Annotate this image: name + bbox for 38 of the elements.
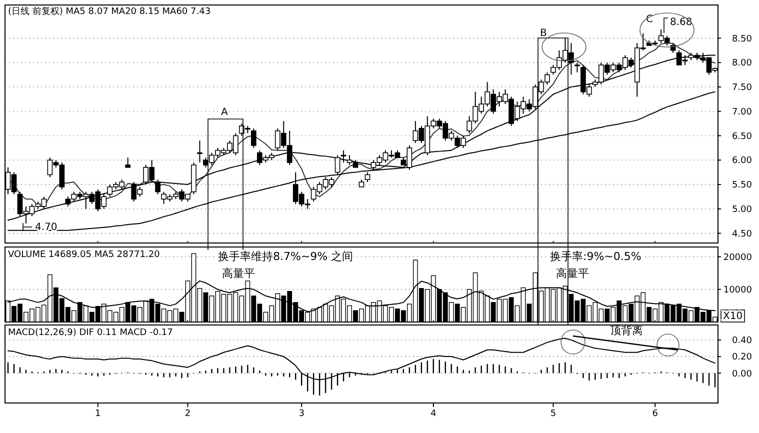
y-tick-label: 0.00 [732, 369, 752, 380]
y-tick-label: 0.40 [732, 336, 752, 346]
x-tick-label: 3 [298, 409, 304, 419]
candlestick [155, 179, 160, 195]
annotation: A [221, 107, 228, 118]
y-tick-label: 8.00 [732, 58, 752, 69]
chart-title: MACD(12,26,9) DIF 0.11 MACD -0.17 [8, 328, 173, 338]
y-tick-label: 4.50 [732, 229, 752, 240]
chart-title: VOLUME 14689.05 MA5 28771.20 [8, 250, 160, 260]
annotation: B [540, 28, 547, 39]
x-tick-label: 6 [652, 409, 658, 419]
candlestick [197, 140, 202, 164]
y-tick-label: 8.50 [732, 34, 752, 44]
candlestick [125, 157, 131, 168]
candlestick [364, 172, 370, 183]
x-tick-label: 4 [430, 409, 437, 419]
chart-title: (日线 前复权) MA5 8.07 MA20 8.15 MA60 7.43 [8, 6, 211, 17]
annotation: 8.68 [670, 17, 692, 28]
y-tick-label: 6.00 [732, 156, 752, 166]
y-tick-label: 10000 [723, 286, 752, 296]
y-tick-label: 7.50 [732, 83, 752, 94]
y-tick-label: 7.00 [732, 107, 752, 118]
x-tick-label: 2 [184, 409, 191, 419]
y-tick-label: 5.50 [732, 180, 752, 191]
y-tick-label: 0.20 [732, 352, 752, 363]
y-tick-label: 20000 [723, 252, 752, 263]
annotation: 顶背离 [610, 324, 643, 337]
y-tick-label: 5.00 [732, 205, 752, 216]
annotation: 高量平 [222, 267, 255, 280]
candlestick [334, 154, 340, 176]
candlestick [250, 128, 256, 148]
annotation: 换手率维持8.7%~9% 之间 [218, 250, 354, 263]
x-tick-label: 5 [550, 409, 556, 419]
y-tick-label: 6.50 [732, 132, 752, 142]
text: X10 [723, 311, 743, 322]
candlestick [340, 150, 346, 164]
x-tick-label: 1 [95, 409, 101, 419]
candlestick [574, 62, 580, 73]
